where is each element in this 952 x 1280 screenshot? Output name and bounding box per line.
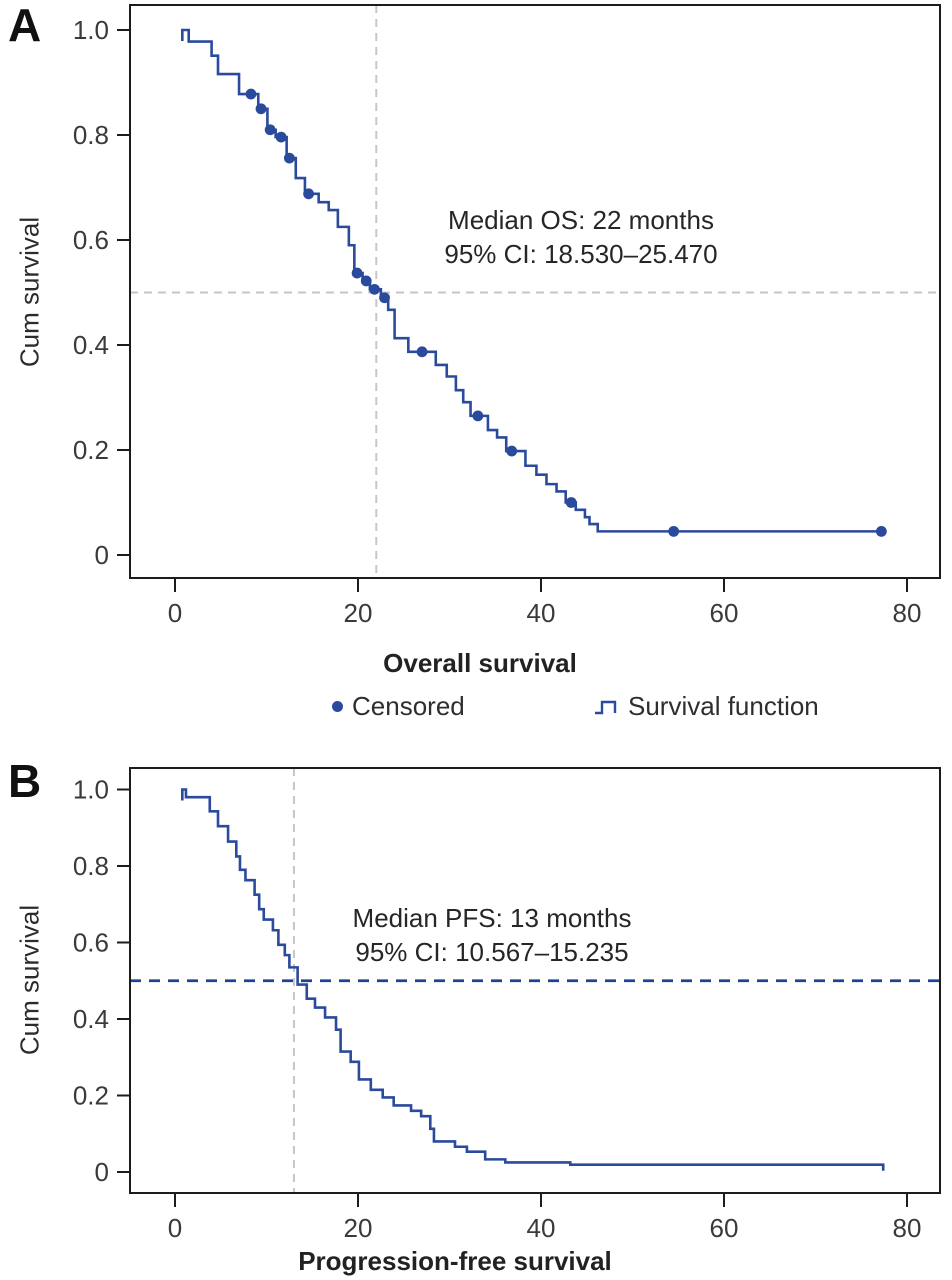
panel-a-ci-line: 95% CI: 18.530–25.470	[444, 239, 718, 270]
x-tick-label: 60	[710, 598, 739, 628]
censored-point	[416, 346, 428, 358]
panel-a-letter: A	[8, 0, 42, 51]
panel-b-ci-line: 95% CI: 10.567–15.235	[355, 937, 629, 968]
censored-point	[283, 152, 295, 164]
y-tick-label: 1.0	[73, 15, 109, 45]
y-tick-label: 0	[95, 1157, 109, 1187]
censored-point	[668, 525, 680, 537]
panel-a-survival-curve	[181, 28, 883, 533]
y-tick-label: 0.6	[73, 928, 109, 958]
x-tick-label: 20	[344, 598, 373, 628]
censored-point	[379, 292, 390, 304]
x-tick-label: 60	[710, 1213, 739, 1243]
panel-b-y-axis-title: Cum survival	[14, 904, 45, 1056]
y-tick-label: 0.2	[73, 435, 109, 465]
censored-point	[472, 410, 484, 422]
panel-b-letter: B	[8, 755, 42, 807]
y-tick-label: 0	[95, 540, 109, 570]
y-tick-label: 0.8	[73, 120, 109, 150]
x-tick-label: 0	[168, 598, 182, 628]
censored-point	[255, 103, 267, 115]
panel-b-x-axis-title: Progression-free survival	[298, 1246, 612, 1276]
y-tick-label: 0.2	[73, 1081, 109, 1111]
x-tick-label: 40	[527, 1213, 556, 1243]
censored-point	[303, 188, 314, 200]
censored-point	[565, 497, 577, 508]
censored-point	[264, 124, 276, 136]
panel-a-y-axis-title: Cum survival	[14, 216, 45, 368]
panel-a-censored-markers	[245, 88, 887, 537]
censored-point	[369, 283, 380, 295]
y-tick-label: 0.4	[73, 1004, 109, 1034]
legend-censored-label: Censored	[352, 691, 465, 721]
panel-b-plot-border	[129, 767, 941, 1194]
x-tick-label: 0	[168, 1213, 182, 1243]
panel-a-median-line: Median OS: 22 months	[448, 205, 714, 235]
panel-b-reference-lines	[130, 768, 940, 1193]
censored-point	[275, 131, 287, 143]
panel-a-plot-border	[129, 4, 941, 579]
censored-point	[245, 88, 257, 100]
legend-item-censored: Censored	[332, 691, 465, 722]
legend: Censored Survival function	[0, 691, 952, 725]
censored-dot-icon	[332, 701, 343, 712]
panel-b-median-line: Median PFS: 13 months	[352, 903, 632, 933]
y-tick-label: 0.6	[73, 225, 109, 255]
legend-item-survival-function: Survival function	[594, 691, 819, 722]
y-tick-label: 1.0	[73, 775, 109, 805]
y-tick-label: 0.8	[73, 851, 109, 881]
panel-b-median-annotation: Median PFS: 13 months 95% CI: 10.567–15.…	[353, 901, 632, 970]
x-tick-label: 40	[527, 598, 556, 628]
censored-point	[351, 267, 363, 279]
panel-a-x-axis-title: Overall survival	[383, 648, 577, 678]
censored-point	[360, 275, 372, 287]
panel-a-axes: 0 0.2 0.4 0.6 0.8 1.0 0 20 40 60 80	[73, 15, 922, 628]
panel-b-plot: 0 0.2 0.4 0.6 0.8 1.0 0 20 40 60 80	[73, 767, 941, 1244]
censored-point	[506, 445, 518, 457]
censored-point	[875, 525, 887, 537]
panel-a-plot: 0 0.2 0.4 0.6 0.8 1.0 0 20 40 60 80	[73, 4, 941, 628]
step-line-icon	[595, 700, 617, 714]
legend-survival-label: Survival function	[628, 691, 819, 721]
panel-b-axes: 0 0.2 0.4 0.6 0.8 1.0 0 20 40 60 80	[73, 775, 922, 1244]
y-tick-label: 0.4	[73, 330, 109, 360]
x-tick-label: 80	[893, 598, 922, 628]
x-tick-label: 80	[893, 1213, 922, 1243]
panel-a-median-annotation: Median OS: 22 months 95% CI: 18.530–25.4…	[444, 203, 717, 272]
panel-b-survival-curve	[181, 788, 885, 1171]
x-tick-label: 20	[344, 1213, 373, 1243]
